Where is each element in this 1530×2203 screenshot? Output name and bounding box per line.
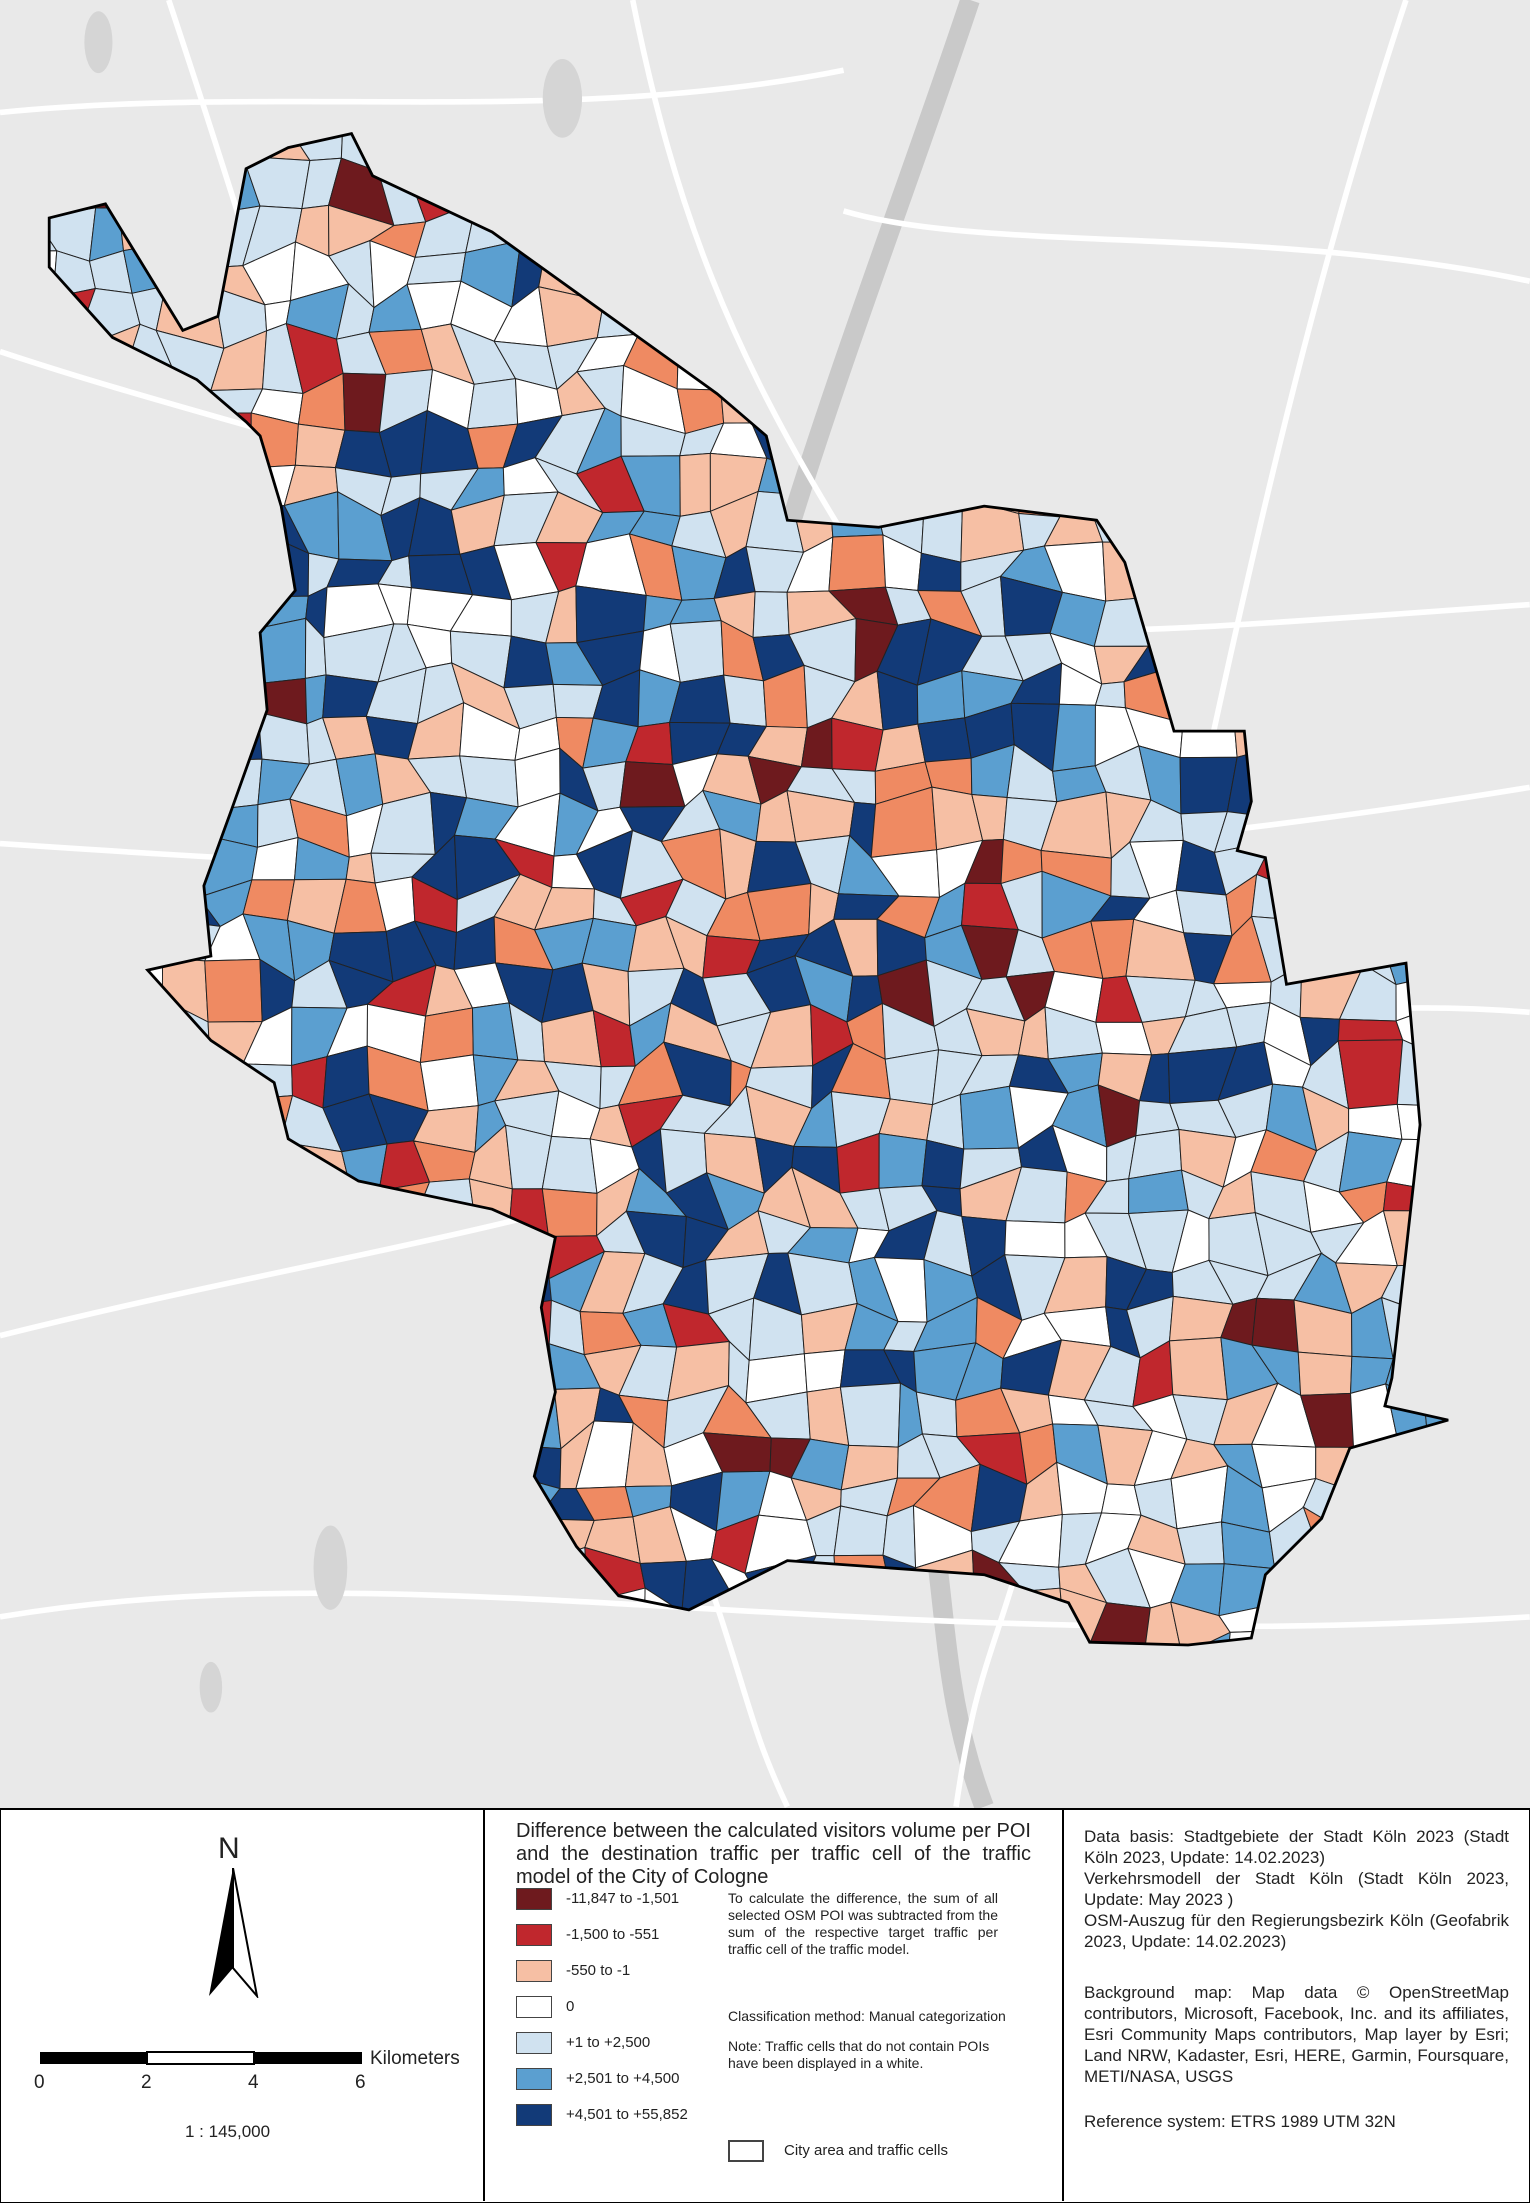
data-basis-line: Verkehrsmodell der Stadt Köln (Stadt Köl… <box>1084 1869 1509 1909</box>
traffic-cell <box>752 591 790 639</box>
traffic-cell <box>679 452 711 517</box>
traffic-cell <box>1168 1336 1228 1401</box>
reference-system: Reference system: ETRS 1989 UTM 32N <box>1084 2112 1396 2131</box>
scale-bar <box>40 2051 362 2065</box>
data-basis-line: OSM-Auszug für den Regierungsbezirk Köln… <box>1084 1911 1509 1951</box>
legend-label: -1,500 to -551 <box>566 1926 660 1943</box>
traffic-cell <box>1251 1297 1299 1353</box>
traffic-cell <box>1176 1521 1225 1565</box>
legend-label: +2,501 to +4,500 <box>566 2070 680 2087</box>
traffic-cell <box>803 1349 846 1393</box>
legend-label: 0 <box>566 1998 575 2015</box>
background-credit: Background map: Map data © OpenStreetMap… <box>1084 1983 1509 2086</box>
scale-ratio: 1 : 145,000 <box>185 2122 271 2141</box>
legend-swatch <box>516 1960 552 1982</box>
outline-label: City area and traffic cells <box>784 2142 948 2159</box>
traffic-cell <box>406 251 467 285</box>
traffic-cell <box>723 674 767 727</box>
classification-note: Classification method: Manual categoriza… <box>728 2008 1006 2024</box>
method-note: To calculate the difference, the sum of … <box>728 1890 998 1957</box>
traffic-cell <box>921 1139 965 1190</box>
legend-panel: Difference between the calculated visito… <box>485 1808 1064 2201</box>
legend-label: +4,501 to +55,852 <box>566 2106 688 2123</box>
traffic-cell <box>1052 703 1096 772</box>
traffic-cell <box>669 620 725 683</box>
north-arrow <box>209 1868 259 1998</box>
traffic-cell <box>1165 1631 1231 1646</box>
traffic-cell <box>959 1085 1020 1150</box>
traffic-cell <box>1144 1601 1183 1646</box>
north-scale-panel: N 0 2 4 6 Kilometers 1 : 145,000 <box>0 1808 485 2201</box>
outline-swatch <box>728 2140 764 2162</box>
traffic-cell <box>839 1382 901 1448</box>
legend-title: Difference between the calculated visito… <box>516 1820 1031 1888</box>
traffic-cell <box>419 1054 479 1112</box>
sources-panel: Data basis: Stadtgebiete der Stadt Köln … <box>1064 1808 1530 2201</box>
scale-tick-label: 2 <box>141 2072 152 2093</box>
white-note: Note: Traffic cells that do not contain … <box>728 2038 990 2071</box>
legend-label: -550 to -1 <box>566 1962 631 1979</box>
scale-unit: Kilometers <box>370 2048 460 2069</box>
traffic-cell <box>1297 1351 1353 1396</box>
scale-tick-label: 0 <box>34 2072 45 2093</box>
traffic-cell <box>1086 1602 1151 1646</box>
traffic-cell <box>342 372 387 434</box>
traffic-cell <box>1004 1220 1066 1259</box>
legend-label: +1 to +2,500 <box>566 2034 651 2051</box>
legend-swatch <box>516 1924 552 1946</box>
traffic-cell <box>541 1188 598 1238</box>
traffic-cell <box>204 958 263 1023</box>
traffic-cell <box>878 1132 928 1189</box>
legend-swatch <box>516 1996 552 2018</box>
traffic-cell <box>1175 889 1233 937</box>
legend-label: -11,847 to -1,501 <box>566 1890 680 1907</box>
lakes <box>84 11 583 1713</box>
traffic-cell <box>884 1049 940 1106</box>
traffic-cell <box>828 534 887 592</box>
map <box>0 0 1530 1808</box>
traffic-cell <box>467 378 519 430</box>
traffic-cell <box>917 717 972 763</box>
scale-tick-label: 4 <box>248 2072 259 2093</box>
legend-swatch <box>516 2104 552 2126</box>
traffic-cell <box>419 1007 474 1064</box>
city-outline-layer <box>47 131 1449 1647</box>
legend-swatch <box>516 2068 552 2090</box>
data-basis-line: Data basis: Stadtgebiete der Stadt Köln … <box>1084 1827 1509 1867</box>
traffic-cell <box>242 879 296 922</box>
north-label: N <box>218 1832 240 1865</box>
scale-tick-label: 6 <box>355 2072 366 2093</box>
traffic-cell <box>1337 1039 1404 1110</box>
legend-swatch <box>516 1888 552 1910</box>
city-outline <box>47 131 1449 1647</box>
legend-swatch <box>516 2032 552 2054</box>
traffic-cell <box>1337 1018 1404 1042</box>
traffic-cell <box>541 1135 598 1194</box>
traffic-cell <box>345 852 376 884</box>
